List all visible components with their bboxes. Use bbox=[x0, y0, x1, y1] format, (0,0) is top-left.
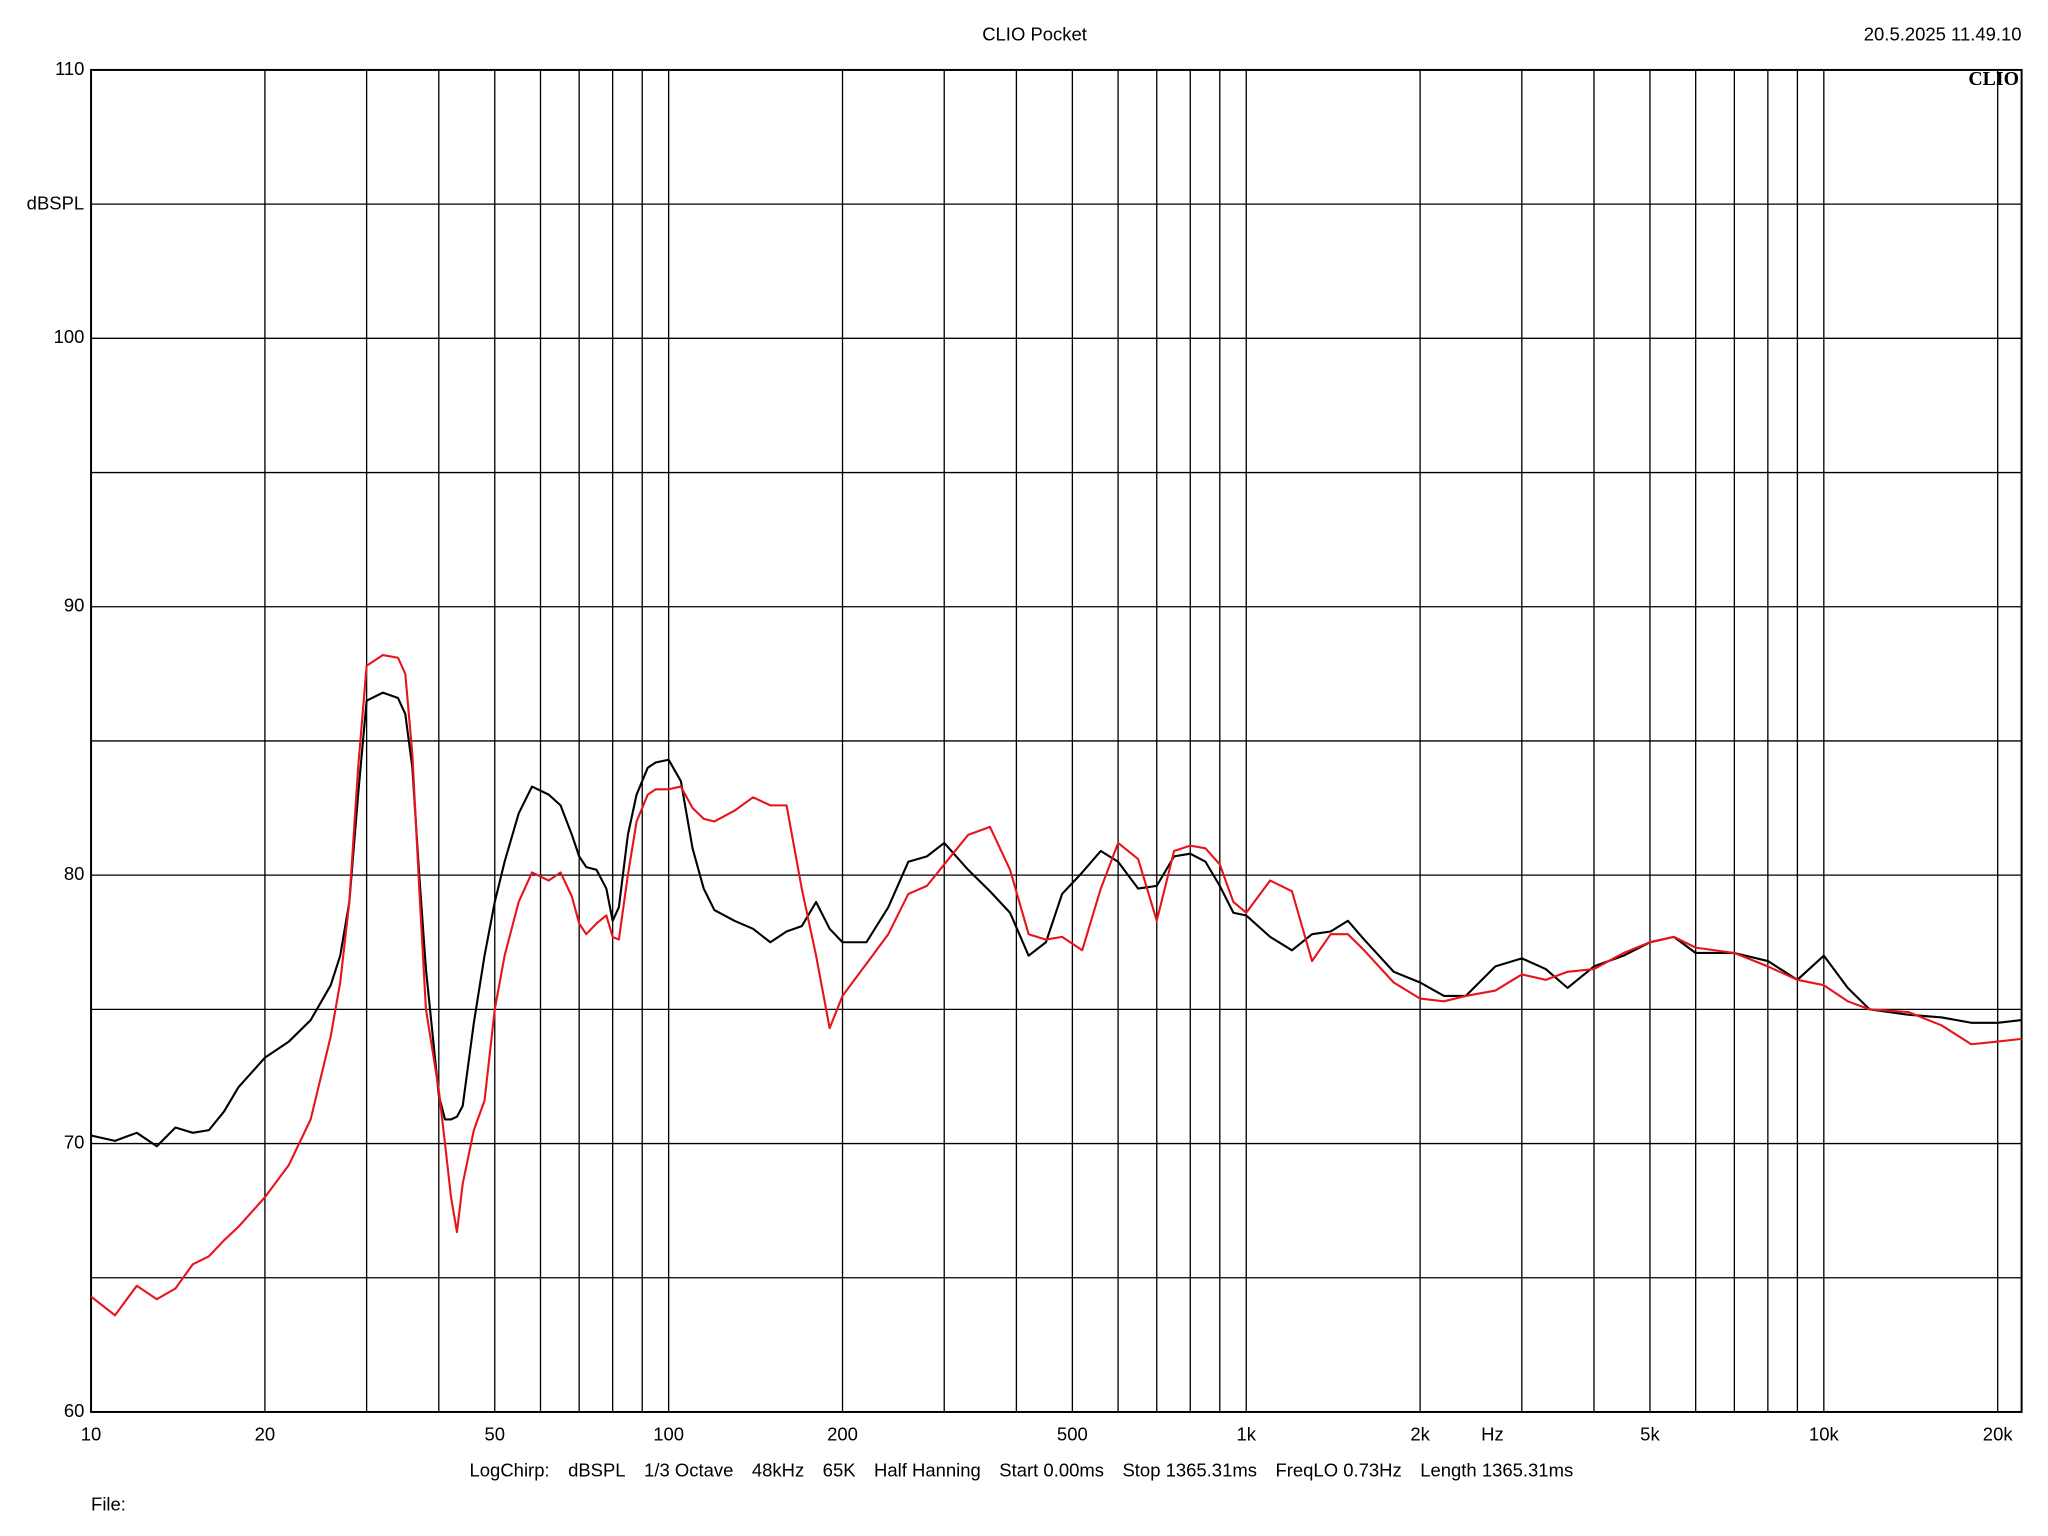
x-tick-label: 2k bbox=[1410, 1424, 1430, 1445]
y-tick-label: 90 bbox=[64, 595, 85, 616]
x-tick-label: 50 bbox=[484, 1424, 505, 1445]
x-tick-label: 100 bbox=[653, 1424, 684, 1445]
plot-frame bbox=[90, 68, 2023, 1413]
x-tick-label: 20 bbox=[255, 1424, 276, 1445]
timestamp: 20.5.2025 11.49.10 bbox=[1864, 24, 2022, 45]
series-line bbox=[90, 691, 2022, 1148]
x-tick-label: 10k bbox=[1809, 1424, 1840, 1445]
y-tick-label: 60 bbox=[64, 1400, 85, 1421]
x-tick-label: 1k bbox=[1236, 1424, 1256, 1445]
setting-item: 1/3 Octave bbox=[644, 1459, 733, 1480]
setting-item: FreqLO 0.73Hz bbox=[1275, 1459, 1401, 1480]
measurement-settings: LogChirp: dBSPL 1/3 Octave 48kHz 65K Half Han… bbox=[470, 1459, 1574, 1480]
x-tick-label: 20k bbox=[1983, 1424, 2014, 1445]
x-tick-label: 5k bbox=[1640, 1424, 1660, 1445]
y-tick-label: 110 bbox=[55, 58, 84, 79]
grid bbox=[90, 69, 2022, 1413]
y-tick-label: 100 bbox=[54, 326, 85, 347]
x-tick-label: 200 bbox=[827, 1424, 858, 1445]
x-axis-label: Hz bbox=[1481, 1424, 1504, 1445]
file-label: File: bbox=[91, 1494, 126, 1515]
y-tick-label: 70 bbox=[64, 1131, 85, 1152]
x-tick-label: 10 bbox=[81, 1424, 102, 1445]
setting-item: Start 0.00ms bbox=[999, 1459, 1104, 1480]
series-line bbox=[90, 654, 2022, 1317]
chart-title: CLIO Pocket bbox=[982, 24, 1087, 45]
setting-item: 48kHz bbox=[752, 1459, 804, 1480]
setting-item: 65K bbox=[823, 1459, 857, 1480]
setting-item: Stop 1365.31ms bbox=[1122, 1459, 1257, 1480]
setting-item: Half Hanning bbox=[874, 1459, 981, 1480]
setting-item: LogChirp: bbox=[470, 1459, 550, 1480]
y-axis-label: dBSPL bbox=[27, 192, 85, 213]
y-tick-label: 80 bbox=[64, 863, 85, 884]
setting-item: Length 1365.31ms bbox=[1420, 1459, 1573, 1480]
logo: CLIO bbox=[1968, 68, 2019, 90]
x-tick-label: 500 bbox=[1057, 1424, 1088, 1445]
setting-item: dBSPL bbox=[568, 1459, 626, 1480]
